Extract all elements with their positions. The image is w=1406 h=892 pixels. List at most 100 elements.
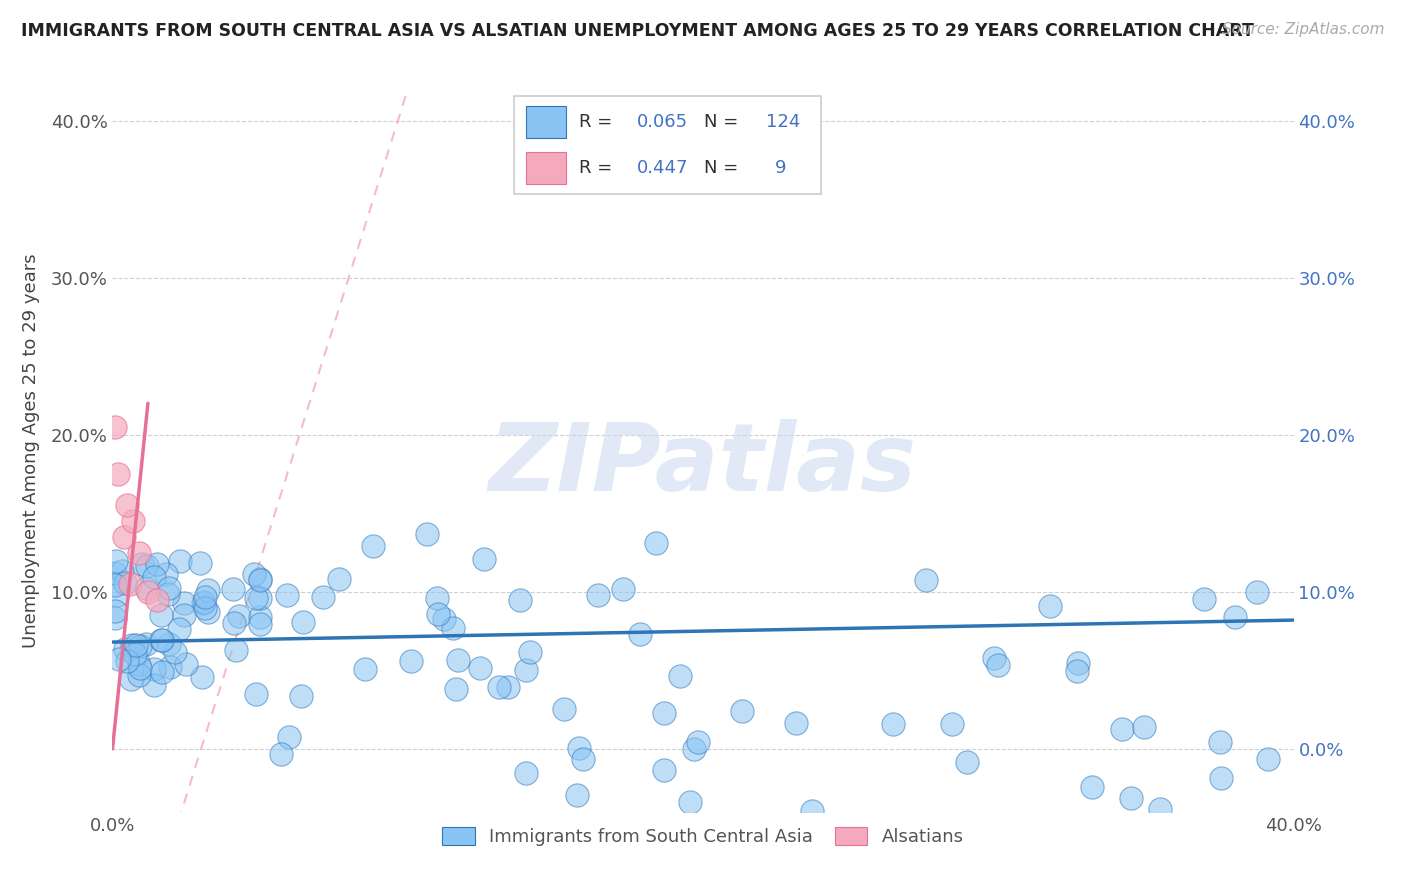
Point — [488, 680, 510, 694]
Point — [150, 633, 173, 648]
Point — [245, 591, 267, 605]
Point — [1257, 752, 1279, 766]
Point — [1223, 609, 1246, 624]
Point — [291, 615, 314, 629]
Point — [124, 647, 146, 661]
Point — [328, 572, 350, 586]
Point — [156, 587, 179, 601]
Point — [173, 607, 195, 622]
Point — [612, 582, 634, 596]
Point — [276, 588, 298, 602]
Point — [117, 499, 138, 513]
Point — [163, 645, 186, 659]
Point — [496, 681, 519, 695]
Point — [553, 702, 575, 716]
Text: IMMIGRANTS FROM SOUTH CENTRAL ASIA VS ALSATIAN UNEMPLOYMENT AMONG AGES 25 TO 29 : IMMIGRANTS FROM SOUTH CENTRAL ASIA VS AL… — [21, 22, 1254, 40]
Point — [426, 591, 449, 606]
Point — [188, 556, 211, 570]
Point — [104, 610, 127, 624]
Point — [654, 763, 676, 777]
Point — [572, 752, 595, 766]
Point — [121, 639, 143, 653]
Point — [135, 637, 157, 651]
Point — [1067, 657, 1090, 671]
Point — [731, 704, 754, 718]
Point — [987, 658, 1010, 673]
Point — [983, 651, 1005, 665]
Point — [683, 741, 706, 756]
Point — [915, 573, 938, 587]
Point — [249, 609, 271, 624]
Point — [882, 717, 904, 731]
Point — [472, 552, 495, 566]
Point — [146, 592, 169, 607]
Point — [1038, 599, 1060, 613]
Point — [104, 605, 127, 619]
Point — [519, 645, 541, 659]
Point — [197, 605, 219, 619]
Point — [114, 576, 136, 591]
Point — [509, 593, 531, 607]
Point — [225, 643, 247, 657]
Point — [128, 657, 150, 672]
Point — [586, 587, 609, 601]
Point — [956, 755, 979, 769]
Point — [354, 662, 377, 676]
Point — [104, 420, 127, 434]
Point — [1119, 791, 1142, 805]
Point — [1111, 722, 1133, 736]
Point — [112, 530, 135, 544]
Point — [108, 652, 131, 666]
Point — [249, 572, 271, 586]
Text: ZIPatlas: ZIPatlas — [489, 419, 917, 511]
Point — [1080, 780, 1102, 794]
Point — [1194, 592, 1216, 607]
Point — [1132, 720, 1154, 734]
Point — [128, 661, 150, 675]
Text: Source: ZipAtlas.com: Source: ZipAtlas.com — [1222, 22, 1385, 37]
Point — [125, 639, 148, 653]
Point — [433, 612, 456, 626]
Point — [169, 554, 191, 568]
Point — [122, 514, 145, 528]
Point — [1246, 585, 1268, 599]
Point — [441, 622, 464, 636]
Point — [135, 581, 157, 595]
Point — [193, 597, 215, 611]
Legend: Immigrants from South Central Asia, Alsatians: Immigrants from South Central Asia, Alsa… — [434, 820, 972, 854]
Point — [114, 642, 136, 657]
Point — [131, 557, 153, 571]
Point — [115, 654, 138, 668]
Point — [426, 607, 449, 622]
Point — [1209, 735, 1232, 749]
Point — [120, 577, 142, 591]
Point — [194, 600, 217, 615]
Point — [142, 678, 165, 692]
Point — [128, 639, 150, 653]
Point — [174, 657, 197, 671]
Point — [150, 633, 173, 648]
Point — [120, 672, 142, 686]
Point — [652, 706, 675, 720]
Point — [468, 661, 491, 675]
Point — [1066, 664, 1088, 678]
Point — [270, 747, 292, 762]
Point — [568, 741, 591, 756]
Point — [361, 540, 384, 554]
Point — [249, 591, 271, 606]
Point — [173, 596, 195, 610]
Point — [278, 730, 301, 744]
Point — [197, 583, 219, 598]
Point — [446, 652, 468, 666]
Point — [136, 584, 159, 599]
Point — [104, 566, 127, 580]
Point — [628, 626, 651, 640]
Point — [150, 607, 173, 622]
Point — [785, 716, 807, 731]
Point — [146, 557, 169, 571]
Point — [941, 716, 963, 731]
Point — [801, 804, 824, 818]
Point — [446, 681, 468, 696]
Point — [221, 582, 243, 596]
Point — [399, 654, 422, 668]
